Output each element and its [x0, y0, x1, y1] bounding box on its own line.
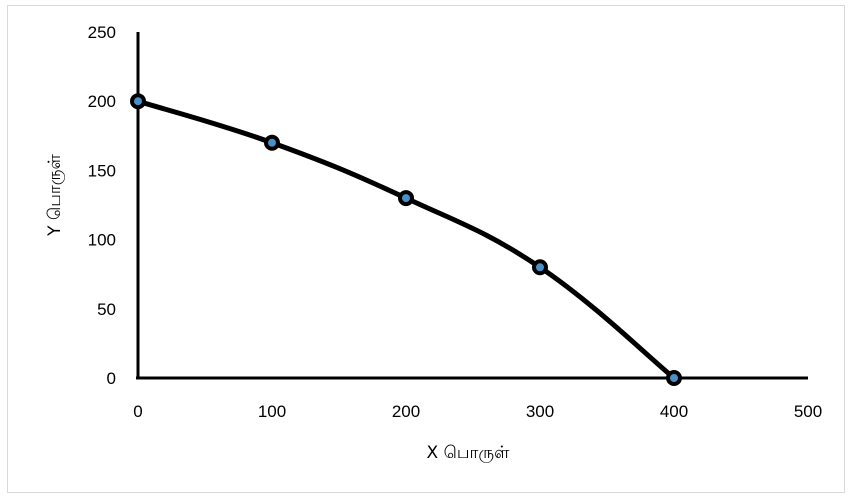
x-tick-label-2: 200: [392, 402, 420, 421]
data-point-0: [130, 93, 146, 110]
data-point-1: [264, 134, 280, 151]
y-tick-label-4: 200: [88, 92, 116, 111]
y-tick-label-1: 50: [97, 300, 116, 319]
y-tick-label-5: 250: [88, 23, 116, 42]
x-axis-title: X பொருள்: [427, 443, 511, 463]
data-point-2: [398, 190, 414, 207]
y-tick-label-0: 0: [107, 369, 116, 388]
y-tick-label-3: 150: [88, 161, 116, 180]
x-tick-label-1: 100: [258, 402, 286, 421]
x-tick-label-0: 0: [133, 402, 142, 421]
x-tick-label-3: 300: [526, 402, 554, 421]
chart-frame: [7, 5, 845, 493]
data-point-4: [666, 370, 682, 386]
data-point-3: [532, 259, 548, 276]
series-line-0: [137, 98, 676, 380]
x-tick-label-4: 400: [660, 402, 688, 421]
y-axis-title: Y பொருள்: [45, 154, 65, 237]
x-tick-label-5: 500: [794, 402, 822, 421]
y-tick-label-2: 100: [88, 231, 116, 250]
